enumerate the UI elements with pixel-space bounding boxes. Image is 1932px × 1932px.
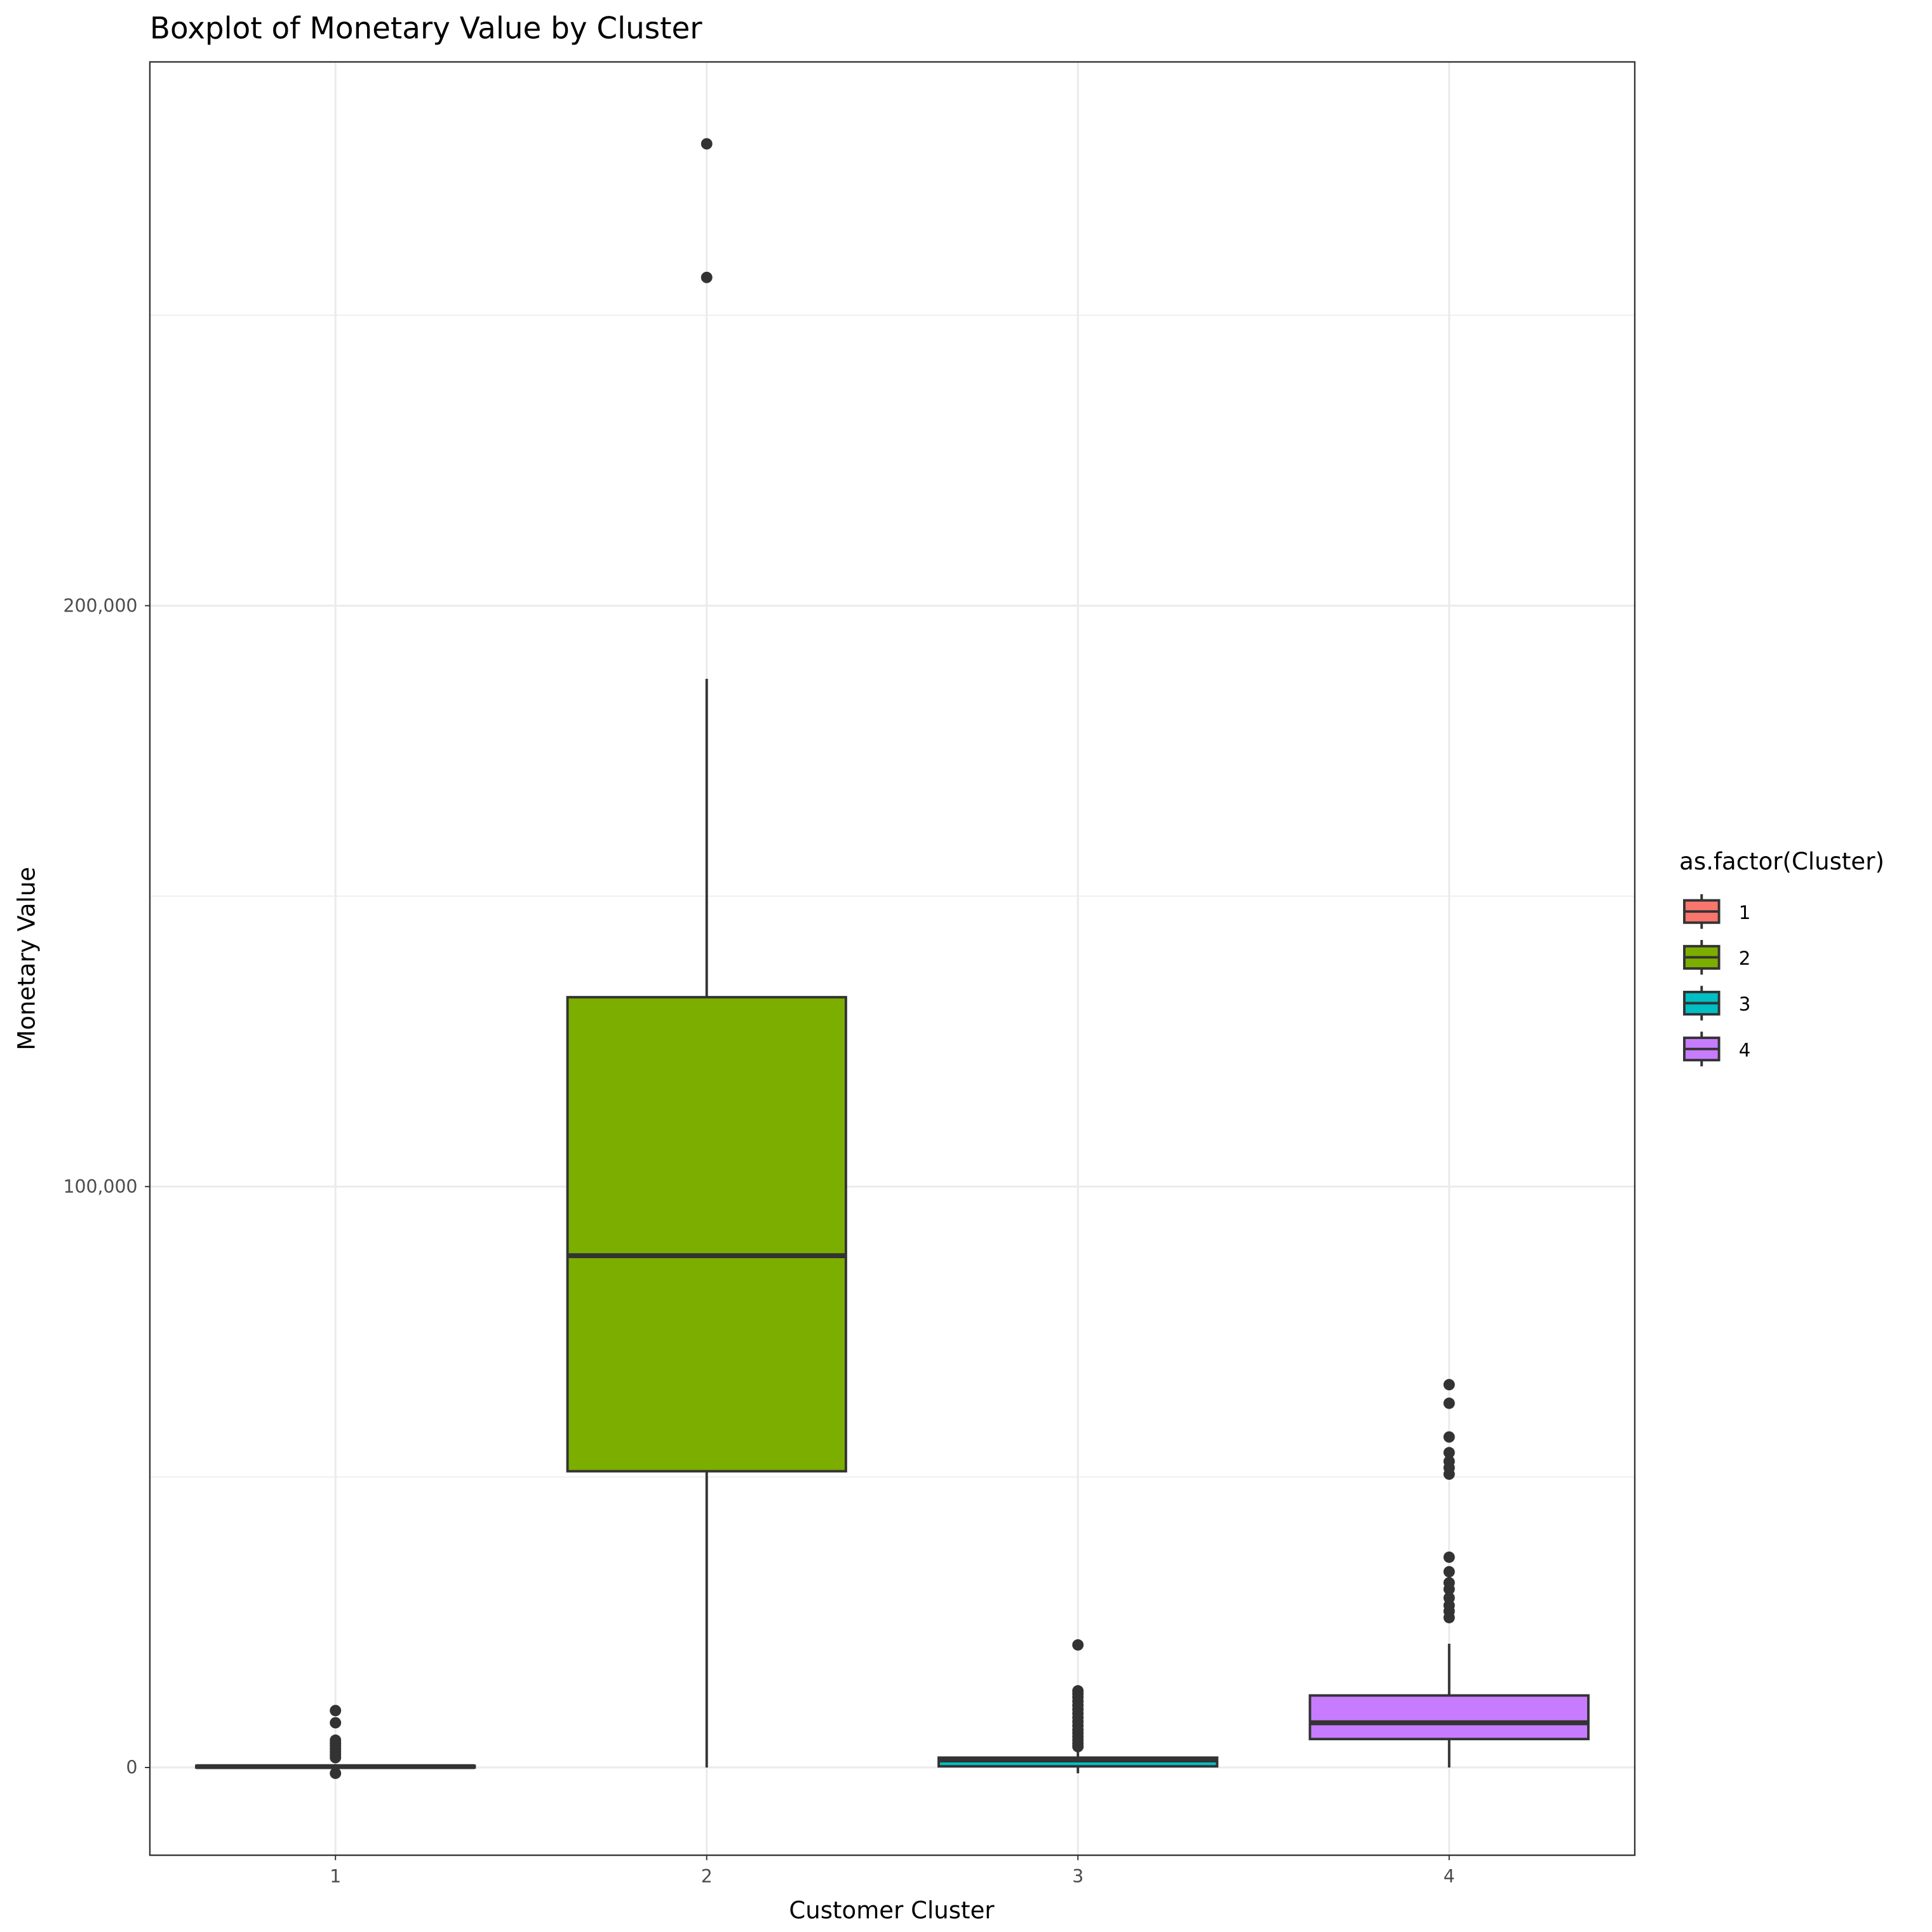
legend: as.factor(Cluster) 1 2 3 4 — [1679, 848, 1884, 1066]
legend-label: 4 — [1739, 1039, 1751, 1061]
x-axis-title: Customer Cluster — [789, 1897, 995, 1924]
outlier-point — [1443, 1447, 1455, 1459]
outlier-point — [1443, 1566, 1455, 1578]
outlier-point — [1443, 1612, 1455, 1623]
box-cluster-1 — [195, 1705, 476, 1780]
box-cluster-2 — [566, 138, 847, 1768]
chart-title: Boxplot of Monetary Value by Cluster — [150, 11, 702, 46]
legend-item-2: 2 — [1683, 940, 1751, 975]
legend-item-3: 3 — [1683, 986, 1751, 1021]
outlier-point — [701, 138, 713, 150]
legend-label: 1 — [1739, 902, 1751, 923]
y-tick-label: 100,000 — [64, 1176, 138, 1197]
outlier-point — [1072, 1639, 1084, 1651]
boxplots — [195, 138, 1590, 1780]
outlier-point — [1443, 1583, 1455, 1595]
legend-label: 2 — [1739, 948, 1751, 969]
legend-keys: 1 2 3 4 — [1683, 894, 1751, 1066]
outlier-point — [701, 271, 713, 283]
outlier-point — [330, 1705, 342, 1717]
x-tick-label: 1 — [330, 1866, 341, 1887]
outlier-point — [330, 1752, 342, 1764]
y-axis-title: Monetary Value — [13, 867, 41, 1050]
outlier-point — [1443, 1397, 1455, 1409]
legend-item-1: 1 — [1683, 894, 1751, 929]
outlier-point — [1443, 1551, 1455, 1563]
box-cluster-3 — [937, 1639, 1219, 1774]
outlier-point — [330, 1768, 342, 1780]
outlier-point — [1443, 1468, 1455, 1480]
legend-label: 3 — [1739, 993, 1751, 1015]
x-axis-ticks: 1 2 3 4 — [330, 1855, 1455, 1887]
outlier-point — [1443, 1379, 1455, 1391]
iqr-box — [566, 996, 847, 1473]
legend-item-4: 4 — [1683, 1031, 1751, 1066]
panel-background — [149, 62, 1635, 1856]
plot-panel — [149, 61, 1636, 1856]
box-cluster-4 — [1308, 1379, 1590, 1768]
outlier-point — [330, 1717, 342, 1729]
iqr-box — [1308, 1694, 1590, 1741]
panel-border — [149, 61, 1636, 1856]
x-tick-label: 4 — [1444, 1866, 1455, 1887]
outlier-point — [1072, 1741, 1084, 1753]
outlier-point — [1443, 1431, 1455, 1443]
y-axis-ticks: 0 100,000 200,000 — [64, 595, 150, 1778]
legend-title: as.factor(Cluster) — [1679, 848, 1884, 875]
x-tick-label: 2 — [701, 1866, 713, 1887]
y-tick-label: 200,000 — [64, 595, 138, 616]
y-tick-label: 0 — [126, 1757, 137, 1778]
x-tick-label: 3 — [1072, 1866, 1083, 1887]
